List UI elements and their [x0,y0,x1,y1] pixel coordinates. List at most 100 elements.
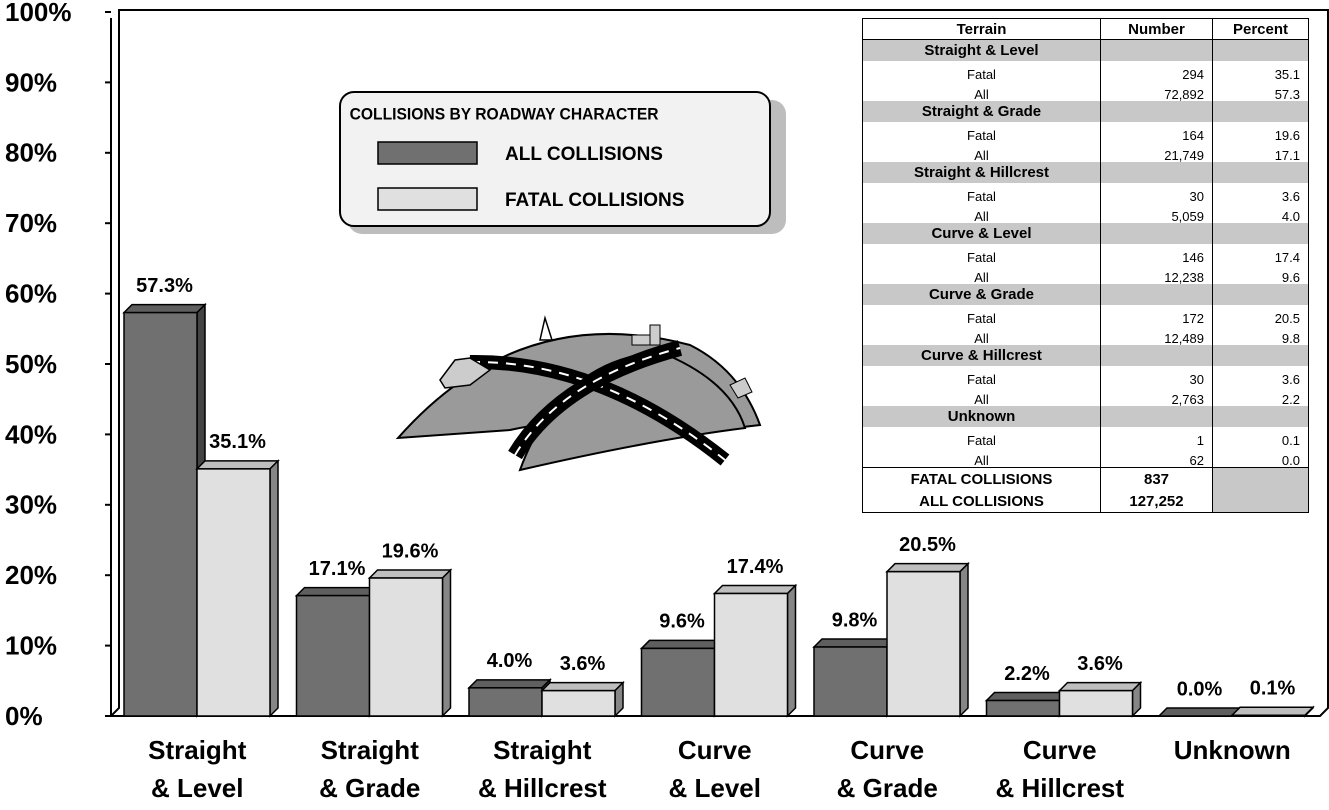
table-row: All 12,238 9.6 [862,264,1309,284]
value-label: 17.4% [727,556,784,578]
table-cell [1212,162,1309,183]
table-cell: 12,489 [1100,325,1213,345]
table-cell: 4.0 [1212,203,1309,223]
table-cell: Curve & Hillcrest [862,345,1101,366]
table-cell: All [862,142,1101,162]
table-cell: Fatal [862,122,1101,142]
table-cell: 0.0 [1212,447,1309,468]
table-cell: All [862,325,1101,345]
data-table: Terrain Number Percent Straight & Level Fata… [862,18,1309,513]
value-label: 3.6% [560,653,606,675]
table-row: All 72,892 57.3 [862,81,1309,101]
value-label: 17.1% [309,558,366,580]
bar-top [367,569,453,579]
value-label: 9.6% [659,611,705,633]
table-cell: Fatal [862,366,1101,386]
table-cell: All [862,203,1101,223]
x-tick-label: & Grade [837,773,938,803]
table-cell [1100,284,1213,305]
table-cell: 12,238 [1100,264,1213,284]
value-label: 2.2% [1004,663,1050,685]
table-row: All 2,763 2.2 [862,386,1309,406]
y-tick-label: 80% [5,138,57,168]
x-tick-label: Straight [493,735,592,765]
table-row: Fatal 164 19.6 [862,122,1309,142]
legend-swatch [377,187,478,211]
table-row: All 62 0.0 [862,447,1309,468]
table-cell: 57.3 [1212,81,1309,101]
x-tick-label: Curve [678,735,752,765]
legend-label: FATAL COLLISIONS [505,190,684,211]
bar [1231,714,1306,717]
bar [985,699,1061,717]
table-cell: 72,892 [1100,81,1213,101]
bar-top [122,303,207,314]
table-cell: 1 [1100,427,1213,447]
value-label: 35.1% [209,431,266,453]
table-row: All 5,059 4.0 [862,203,1309,223]
table-cell: Straight & Grade [862,101,1101,122]
bar [813,646,888,717]
bar-top [812,638,897,648]
table-cell: 35.1 [1212,61,1309,81]
table-cell: 9.8 [1212,325,1309,345]
table-cell: Straight & Level [862,39,1101,61]
table-cell [1100,406,1213,427]
table-cell [1100,162,1213,183]
value-label: 4.0% [487,650,533,672]
table-row: Fatal 1 0.1 [862,427,1309,447]
bar [368,577,444,717]
table-cell: Fatal [862,183,1101,203]
value-label: 0.0% [1177,678,1223,700]
table-row: Curve & Level [862,223,1309,244]
table-cell: 172 [1100,305,1213,325]
table-row: Unknown [862,406,1309,427]
table-cell [1212,467,1309,490]
table-cell: Terrain [862,18,1101,40]
legend-title: COLLISIONS BY ROADWAY CHARACTER [350,105,659,124]
bar [196,468,271,717]
table-cell: 3.6 [1212,183,1309,203]
table-cell: Curve & Grade [862,284,1101,305]
x-tick-label: & Hillcrest [995,773,1124,803]
legend-label: ALL COLLISIONS [505,144,663,165]
value-label: 0.1% [1250,678,1296,700]
table-cell: All [862,81,1101,101]
bar-top [885,562,970,573]
value-label: 20.5% [899,534,956,556]
x-tick-label: Unknown [1174,735,1291,765]
bar-top [294,586,380,597]
table-cell: ALL COLLISIONS [862,490,1101,513]
table-cell [1212,345,1309,366]
table-row: Straight & Level [862,39,1309,61]
bar [713,592,789,717]
x-tick-label: Straight [148,735,247,765]
bar-top [712,584,798,595]
bar-top [1157,707,1242,717]
table-cell [1100,101,1213,122]
value-label: 3.6% [1077,653,1123,675]
y-tick-label: 40% [5,419,57,449]
table-cell: All [862,386,1101,406]
table-row: Fatal 30 3.6 [862,183,1309,203]
legend-swatch [377,141,478,165]
y-tick-label: 100% [5,0,72,27]
x-tick-label: & Grade [319,773,420,803]
bar [640,647,716,717]
table-row: Fatal 30 3.6 [862,366,1309,386]
y-tick-label: 0% [5,701,43,731]
table-row: Straight & Hillcrest [862,162,1309,183]
x-tick-label: & Level [151,773,244,803]
table-cell: Unknown [862,406,1101,427]
value-label: 19.6% [382,540,439,562]
table-row: Straight & Grade [862,101,1309,122]
x-tick-label: Straight [321,735,420,765]
bar [295,594,371,717]
table-cell: FATAL COLLISIONS [862,467,1101,490]
table-cell [1212,101,1309,122]
table-row: Curve & Grade [862,284,1309,305]
table-cell: 294 [1100,61,1213,81]
table-cell: Curve & Level [862,223,1101,244]
table-row: Curve & Hillcrest [862,345,1309,366]
table-cell: Fatal [862,61,1101,81]
